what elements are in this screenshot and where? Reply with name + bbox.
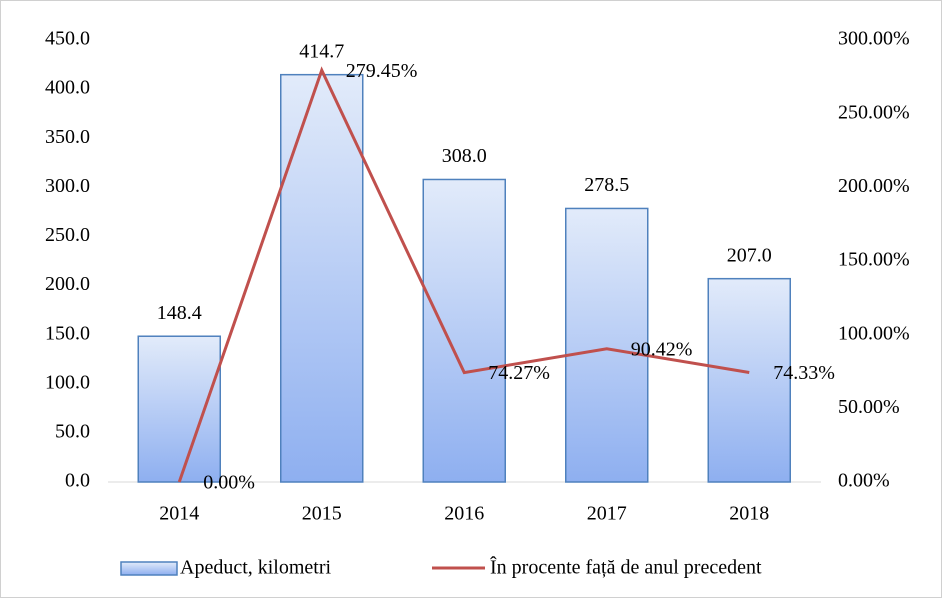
y-tick-label: 350.0 <box>45 126 90 148</box>
y-tick-label: 300.0 <box>45 175 90 197</box>
bar <box>280 73 364 483</box>
y-tick-label: 50.0 <box>55 420 90 442</box>
y-tick-label: 0.0 <box>65 470 90 492</box>
bar-value-label: 308.0 <box>442 145 487 167</box>
y-tick-label: 100.0 <box>45 371 90 393</box>
line-value-label: 90.42% <box>631 338 693 360</box>
bar <box>422 178 506 483</box>
y-tick-label: 400.0 <box>45 77 90 99</box>
line-value-label: 74.27% <box>488 362 550 384</box>
y2-tick-label: 200.00% <box>838 175 910 197</box>
line-value-label: 0.00% <box>203 472 255 494</box>
x-tick-label: 2017 <box>587 503 627 525</box>
legend-label: Apeduct, kilometri <box>180 557 332 579</box>
bar <box>137 335 221 483</box>
x-tick-label: 2016 <box>444 503 484 525</box>
line-value-label: 279.45% <box>346 60 418 82</box>
line <box>177 66 750 483</box>
x-tick-label: 2018 <box>729 503 769 525</box>
y2-tick-label: 250.00% <box>838 101 910 123</box>
y2-tick-label: 300.00% <box>838 28 910 50</box>
bar-value-label: 414.7 <box>299 40 344 62</box>
y-tick-label: 450.0 <box>45 28 90 50</box>
bar-value-label: 148.4 <box>157 302 202 324</box>
y2-tick-label: 100.00% <box>838 322 910 344</box>
bar-value-label: 207.0 <box>727 244 772 266</box>
y2-tick-label: 150.00% <box>838 249 910 271</box>
y-tick-label: 200.0 <box>45 273 90 295</box>
y-tick-label: 250.0 <box>45 224 90 246</box>
x-tick-label: 2015 <box>302 503 342 525</box>
bar <box>565 207 649 483</box>
bar <box>707 277 791 483</box>
x-tick-label: 2014 <box>159 503 199 525</box>
bar-value-label: 278.5 <box>584 174 629 196</box>
y2-tick-label: 50.00% <box>838 396 900 418</box>
y-tick-label: 150.0 <box>45 322 90 344</box>
legend-swatch <box>120 561 178 576</box>
legend-label: În procente față de anul precedent <box>490 556 762 579</box>
y2-tick-label: 0.00% <box>838 470 890 492</box>
line-value-label: 74.33% <box>773 362 835 384</box>
